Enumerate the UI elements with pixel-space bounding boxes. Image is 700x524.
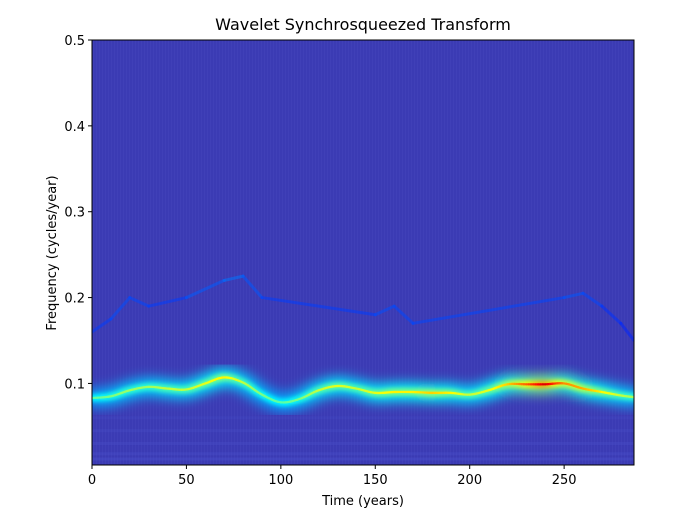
secondary-ridge-segment xyxy=(222,274,245,282)
secondary-ridge-segment xyxy=(241,274,264,300)
x-tick-label: 100 xyxy=(268,473,293,488)
y-tick-label: 0.5 xyxy=(64,34,85,49)
low-frequency-band xyxy=(92,429,634,433)
low-frequency-band xyxy=(92,452,634,456)
secondary-ridge-segment xyxy=(128,296,151,308)
secondary-ridge xyxy=(92,274,634,343)
y-axis-label: Frequency (cycles/year) xyxy=(45,175,60,330)
low-frequency-bands xyxy=(92,416,634,461)
plot-area xyxy=(92,40,634,465)
x-axis-label: Time (years) xyxy=(321,494,404,509)
x-tick-label: 50 xyxy=(178,473,195,488)
y-axis: 0.1 0.2 0.3 0.4 0.5 xyxy=(64,34,92,392)
secondary-ridge-segment xyxy=(581,291,604,308)
heatmap-texture xyxy=(92,40,634,465)
low-frequency-band xyxy=(92,416,634,420)
secondary-ridge-segment xyxy=(411,296,566,325)
low-frequency-band xyxy=(92,442,634,446)
secondary-ridge-segment xyxy=(392,304,415,325)
y-tick-label: 0.2 xyxy=(64,292,85,307)
y-tick-label: 0.1 xyxy=(64,377,85,392)
secondary-ridge-segment xyxy=(109,296,132,321)
dominant-ridge-core xyxy=(92,376,634,404)
y-tick-label: 0.4 xyxy=(64,120,85,135)
x-tick-label: 250 xyxy=(552,473,577,488)
secondary-ridge-segment xyxy=(147,296,188,308)
chart-title: Wavelet Synchrosqueezed Transform xyxy=(215,15,511,34)
y-tick-label: 0.3 xyxy=(64,206,85,221)
low-frequency-band xyxy=(92,457,634,461)
secondary-ridge-segment xyxy=(92,317,113,334)
secondary-ridge-segment xyxy=(619,321,634,343)
x-axis: 0 50 100 150 200 250 xyxy=(88,465,577,488)
x-tick-label: 0 xyxy=(88,473,96,488)
secondary-ridge-segment xyxy=(373,304,396,317)
secondary-ridge-segment xyxy=(184,278,226,300)
secondary-ridge-segment xyxy=(600,304,623,325)
x-tick-label: 150 xyxy=(363,473,388,488)
secondary-ridge-segment xyxy=(260,296,377,317)
secondary-ridge-segment xyxy=(562,291,585,300)
x-tick-label: 200 xyxy=(457,473,482,488)
plot-frame xyxy=(91,39,635,466)
